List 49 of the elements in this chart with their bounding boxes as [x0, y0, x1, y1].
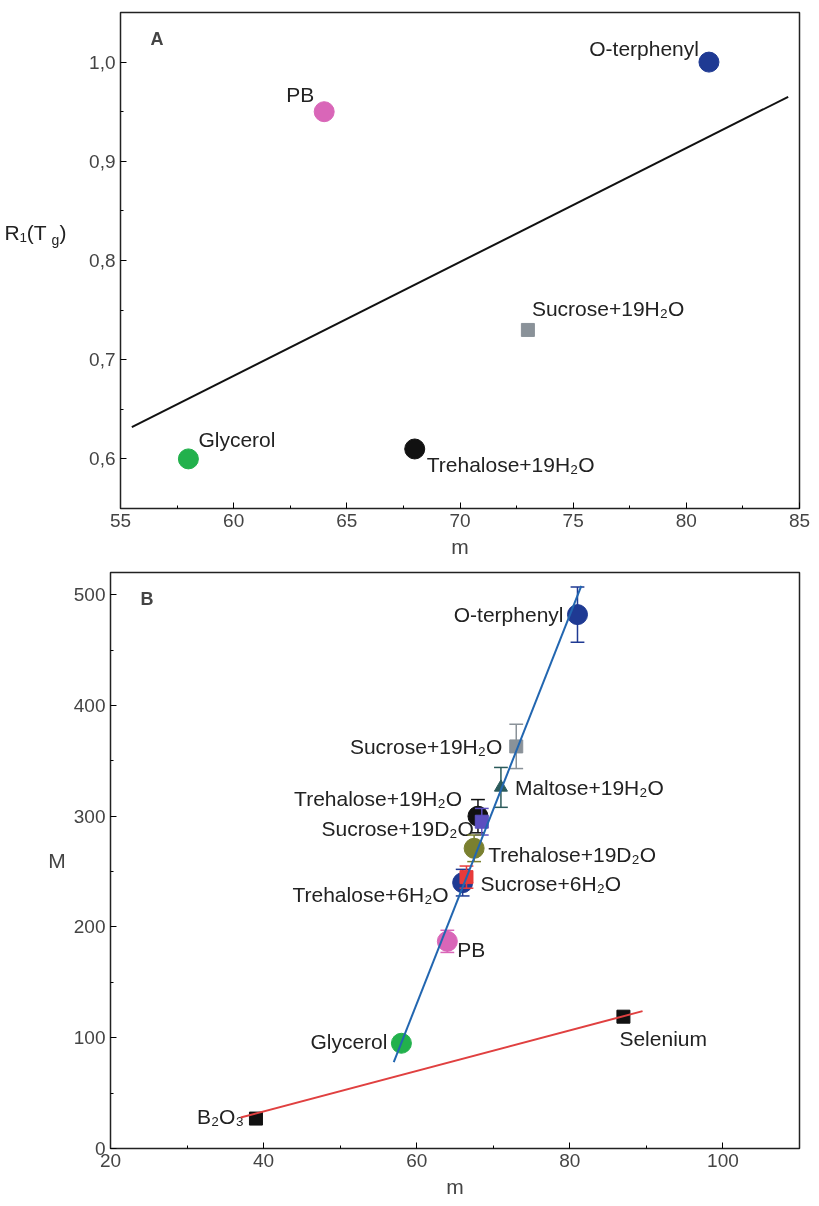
y-tick-label: 100	[73, 1027, 106, 1049]
series-label: Maltose+19H₂O	[514, 775, 664, 799]
series-label: Selenium	[619, 1026, 707, 1050]
x-tick-label: 80	[559, 1149, 581, 1171]
y-tick-label: 200	[73, 916, 106, 938]
x-axis-title: m	[446, 1174, 464, 1198]
y-tick-label: 1,0	[89, 51, 116, 73]
series-label: Glycerol	[310, 1029, 388, 1053]
x-tick-label: 80	[675, 509, 697, 531]
series-label: Glycerol	[198, 427, 276, 451]
series-label: Trehalose+6H₂O	[292, 883, 449, 907]
y-tick-label: 0,7	[89, 349, 116, 371]
y-tick-label: 500	[73, 584, 106, 606]
point	[404, 438, 426, 460]
x-tick-label: 85	[788, 509, 811, 531]
x-tick-label: 70	[449, 509, 471, 531]
series-label: PB	[286, 82, 315, 106]
point	[177, 448, 199, 470]
point	[313, 101, 335, 123]
series-label: B₂O₃	[196, 1105, 244, 1129]
series-label: O-terphenyl	[453, 603, 564, 627]
x-tick-label: 75	[562, 509, 584, 531]
y-tick-label: 400	[73, 694, 106, 716]
y-tick-label: 300	[73, 805, 106, 827]
series-label: Sucrose+19H₂O	[531, 296, 685, 320]
series-label: Trehalose+19H₂O	[294, 786, 462, 810]
x-tick-label: 40	[253, 1149, 275, 1171]
x-axis-title: m	[451, 534, 469, 558]
series-label: Sucrose+6H₂O	[480, 871, 622, 895]
y-tick-label: 0,8	[89, 250, 116, 271]
series-label: PB	[457, 937, 486, 961]
point	[520, 322, 535, 337]
y-tick-label: 0,6	[89, 448, 116, 470]
point	[698, 51, 720, 73]
annotation: B	[140, 588, 154, 609]
series-label: Sucrose+19D₂O	[321, 817, 474, 841]
x-tick-label: 65	[336, 509, 358, 531]
point	[566, 604, 588, 626]
y-axis-title: M	[48, 849, 66, 872]
x-tick-label: 55	[109, 509, 132, 531]
x-tick-label: 60	[406, 1149, 428, 1171]
annotation: A	[150, 28, 164, 49]
x-tick-label: 60	[223, 509, 245, 531]
series-label: O-terphenyl	[589, 37, 699, 61]
x-tick-label: 100	[707, 1149, 739, 1171]
series-label: Trehalose+19H₂O	[426, 452, 595, 476]
series-label: Sucrose+19H₂O	[349, 734, 503, 758]
series-label: Trehalose+19D₂O	[488, 842, 657, 866]
y-tick-label: 0,9	[89, 150, 116, 172]
